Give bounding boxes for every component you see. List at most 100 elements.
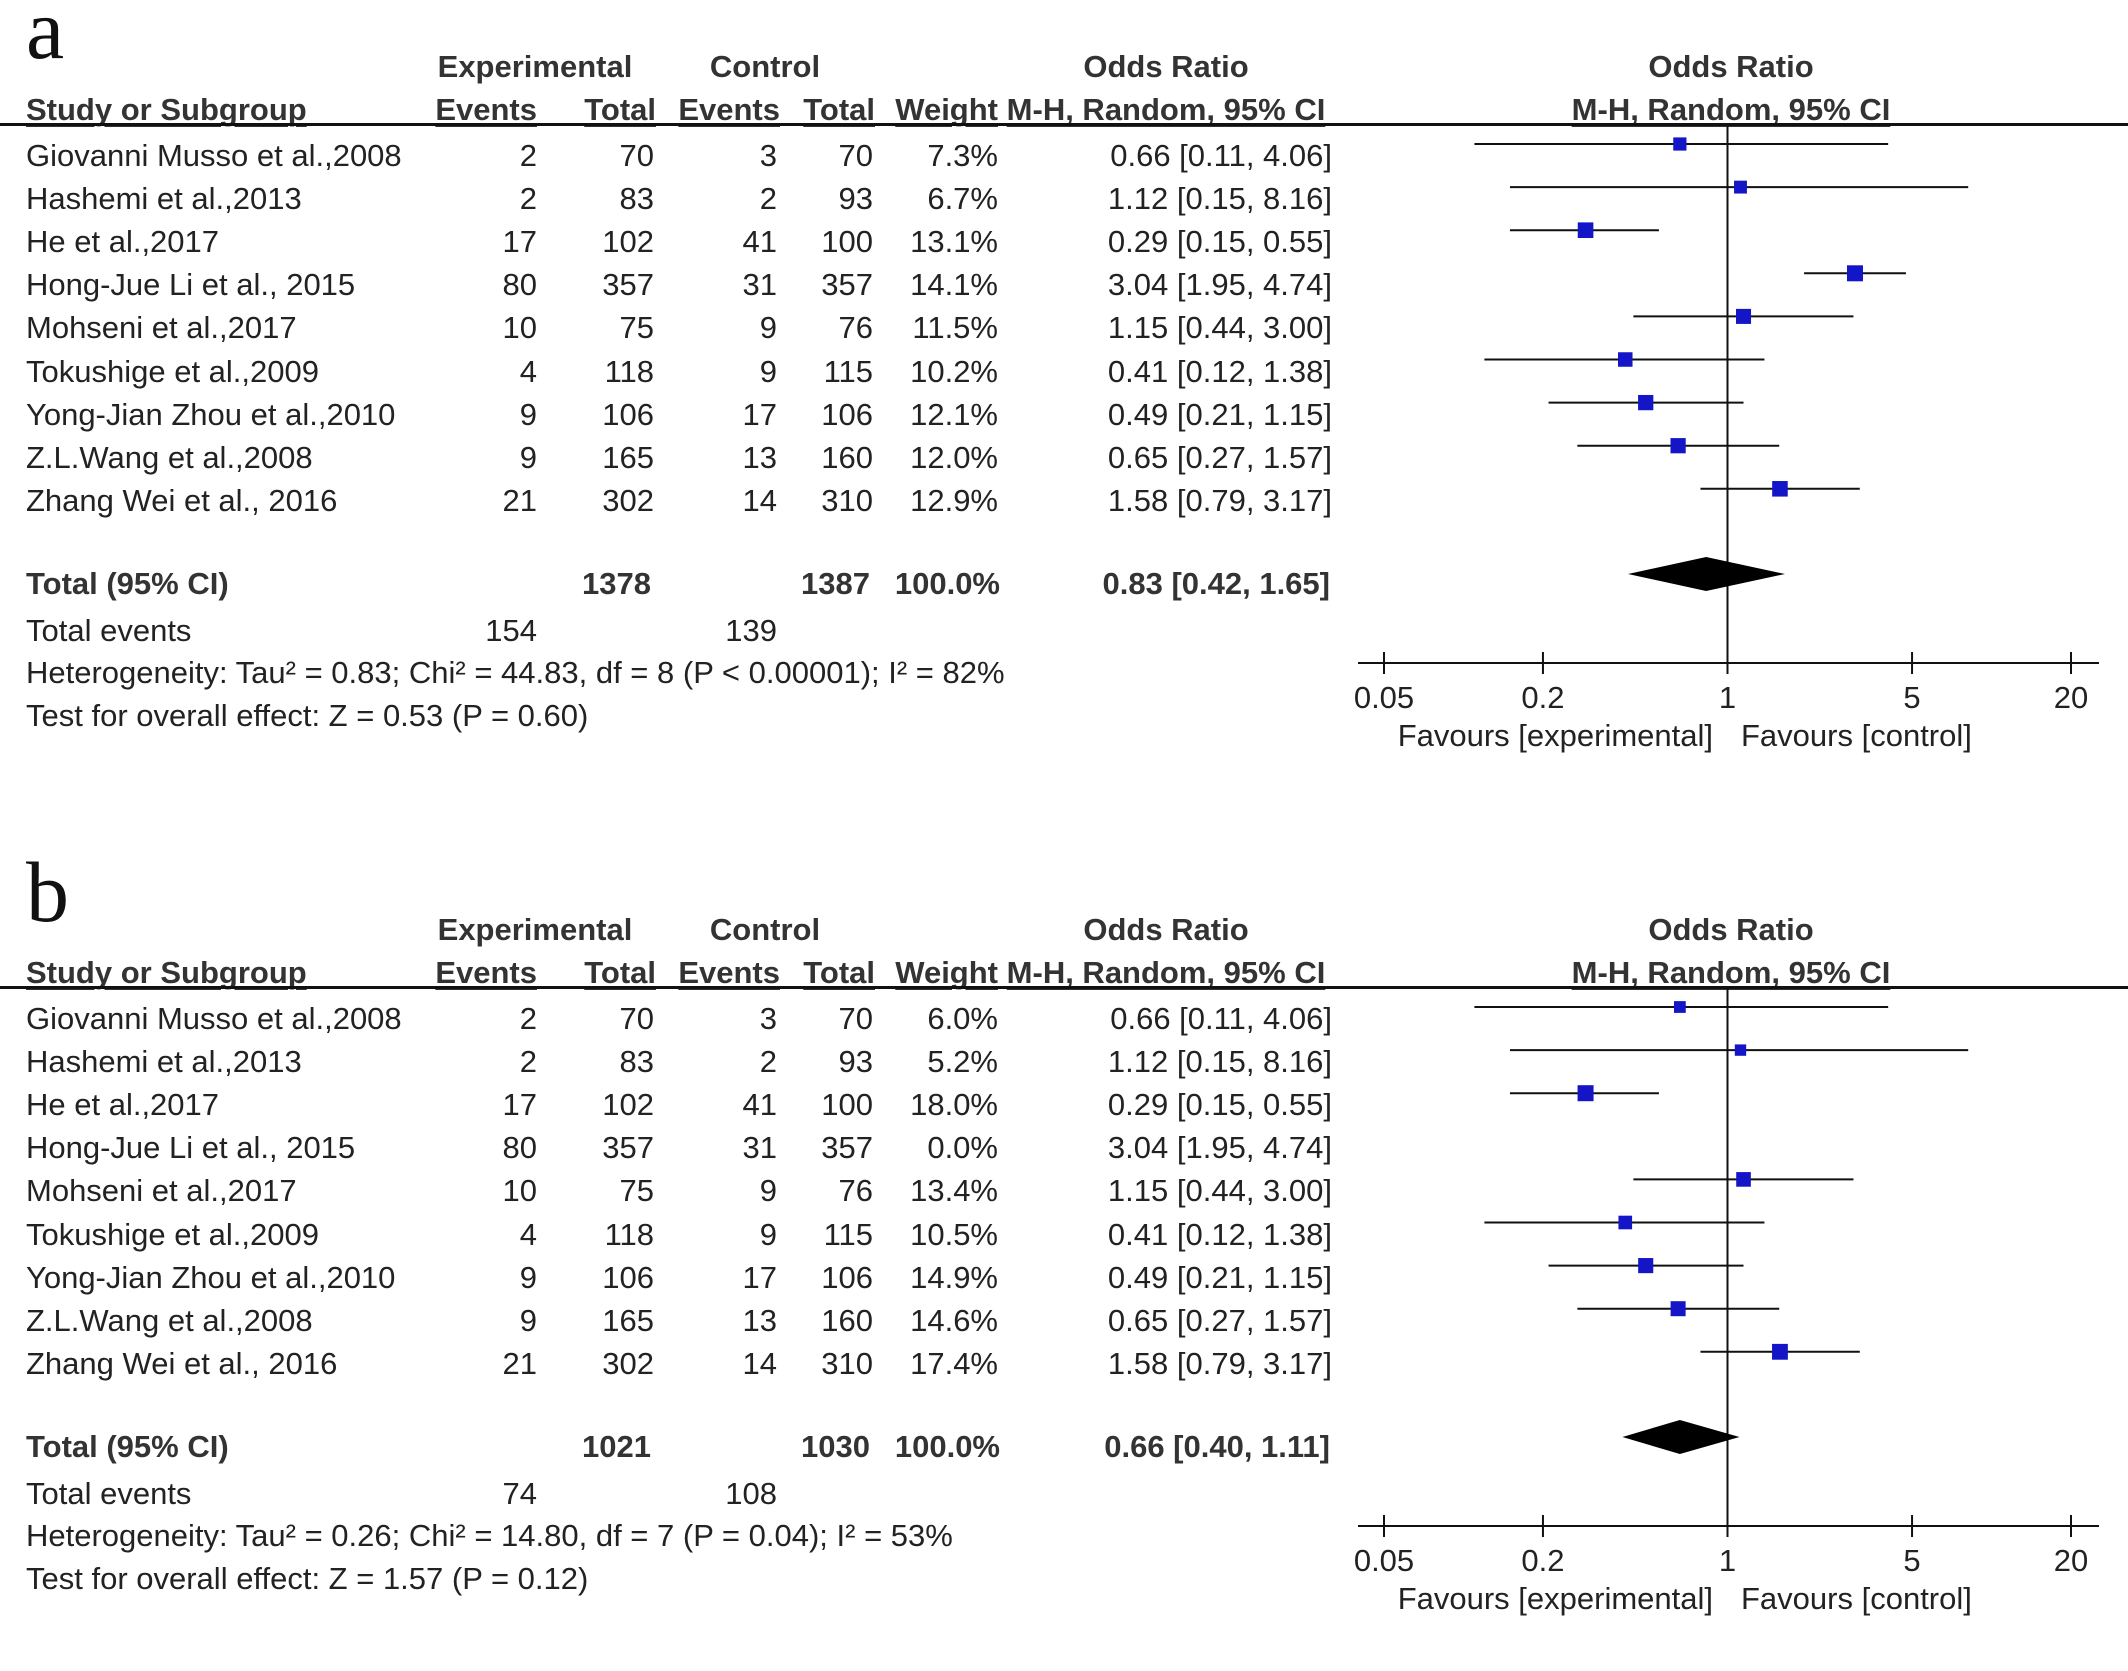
study-exp-total: 70 (619, 1001, 654, 1036)
study-ctl-total: 310 (821, 482, 873, 518)
study-ctl-total: 160 (821, 1302, 873, 1338)
header-study: Study or Subgroup (26, 92, 307, 127)
total-or-ci: 0.83 [0.42, 1.65] (1102, 566, 1331, 601)
study-marker (1670, 1301, 1686, 1317)
study-marker (1673, 137, 1687, 151)
study-ctl-events: 3 (759, 1001, 777, 1036)
total-events-ctl: 139 (725, 613, 777, 648)
study-marker (1638, 394, 1654, 411)
study-name: Yong-Jian Zhou et al.,2010 (26, 1259, 396, 1295)
study-ctl-events: 17 (742, 1259, 777, 1295)
total-weight: 100.0% (894, 1429, 1000, 1464)
study-or-ci: 0.66 [0.11, 4.06] (1110, 138, 1332, 173)
pooled-diamond (1622, 1420, 1740, 1454)
header-ctl-events: Events (678, 92, 780, 127)
study-weight: 18.0% (910, 1087, 998, 1123)
study-exp-events: 9 (519, 439, 537, 475)
study-marker (1734, 180, 1747, 194)
study-weight: 12.1% (910, 396, 998, 432)
study-exp-events: 2 (519, 1001, 537, 1036)
study-or-ci: 0.65 [0.27, 1.57] (1107, 439, 1332, 475)
study-exp-total: 83 (619, 1044, 654, 1080)
study-name: Tokushige et al.,2009 (26, 353, 319, 389)
study-ctl-total: 106 (821, 1259, 873, 1295)
overall-effect-text: Test for overall effect: Z = 0.53 (P = 0… (26, 698, 589, 733)
forest-plot-svg: 0.05 0.2 1 5 20 Favours [experimental] Favours… (1354, 987, 2099, 1616)
header-or-method: M-H, Random, 95% CI (1006, 92, 1326, 127)
study-ctl-events: 14 (742, 1345, 777, 1381)
study-ctl-events: 13 (742, 1302, 777, 1338)
study-marker (1772, 1343, 1788, 1360)
study-name: Hong-Jue Li et al., 2015 (26, 1130, 356, 1166)
study-ctl-events: 31 (742, 267, 777, 303)
study-name: He et al.,2017 (26, 224, 220, 260)
study-ctl-events: 2 (759, 1044, 777, 1080)
study-name: Hashemi et al.,2013 (26, 1044, 302, 1080)
study-ctl-total: 357 (821, 267, 873, 303)
study-or-ci: 1.12 [0.15, 8.16] (1107, 1044, 1332, 1080)
header-experimental: Experimental (437, 49, 633, 84)
study-ctl-total: 100 (821, 224, 873, 260)
favours-left-label: Favours [experimental] (1398, 718, 1713, 753)
study-ctl-total: 93 (838, 181, 873, 217)
header-or-method: M-H, Random, 95% CI (1006, 955, 1326, 990)
header-odds-ratio: Odds Ratio (1083, 912, 1249, 947)
study-ctl-events: 2 (759, 181, 777, 217)
study-weight: 7.3% (927, 138, 998, 173)
study-exp-events: 9 (519, 1259, 537, 1295)
header-plot-odds-ratio: Odds Ratio (1648, 912, 1814, 947)
study-exp-total: 75 (619, 310, 654, 346)
header-odds-ratio: Odds Ratio (1083, 49, 1249, 84)
study-weight: 11.5% (912, 310, 998, 346)
total-weight: 100.0% (894, 566, 1000, 601)
study-exp-events: 80 (502, 267, 537, 303)
x-tick-label: 20 (2054, 1543, 2088, 1578)
study-marker (1577, 222, 1594, 239)
total-exp-total: 1021 (582, 1429, 651, 1464)
x-tick-label: 5 (1903, 1543, 1920, 1578)
study-weight: 10.2% (910, 353, 998, 389)
study-or-ci: 0.41 [0.12, 1.38] (1107, 1216, 1332, 1252)
heterogeneity-text: Heterogeneity: Tau² = 0.83; Chi² = 44.83… (26, 655, 1005, 690)
study-marker (1577, 1085, 1594, 1102)
study-ctl-events: 14 (742, 482, 777, 518)
study-exp-events: 2 (519, 181, 537, 217)
study-ctl-total: 160 (821, 439, 873, 475)
x-tick-label: 0.2 (1521, 680, 1564, 715)
study-ctl-events: 9 (759, 1173, 777, 1209)
study-weight: 6.7% (927, 181, 998, 217)
study-weight: 14.1% (910, 267, 998, 303)
study-exp-events: 4 (519, 1216, 537, 1252)
header-ctl-total: Total (803, 955, 875, 990)
study-or-ci: 3.04 [1.95, 4.74] (1107, 1130, 1332, 1166)
x-tick-label: 0.05 (1354, 680, 1414, 715)
study-name: Mohseni et al.,2017 (26, 1173, 297, 1209)
header-plot-method: M-H, Random, 95% CI (1571, 955, 1891, 990)
header-plot-method: M-H, Random, 95% CI (1571, 92, 1891, 127)
study-marker (1618, 352, 1633, 367)
study-marker (1734, 1044, 1747, 1056)
total-label: Total (95% CI) (26, 566, 229, 601)
study-name: Z.L.Wang et al.,2008 (26, 1302, 313, 1338)
study-marker (1618, 1215, 1633, 1230)
study-name: Tokushige et al.,2009 (26, 1216, 319, 1252)
study-exp-events: 17 (502, 1087, 537, 1123)
study-or-ci: 0.49 [0.21, 1.15] (1107, 396, 1332, 432)
study-marker (1638, 1258, 1654, 1274)
study-or-ci: 0.49 [0.21, 1.15] (1107, 1259, 1332, 1295)
study-exp-total: 102 (602, 1087, 654, 1123)
study-ctl-events: 3 (759, 138, 777, 173)
header-plot-odds-ratio: Odds Ratio (1648, 49, 1814, 84)
panel-letter: a (26, 0, 65, 77)
favours-right-label: Favours [control] (1741, 718, 1972, 753)
study-exp-events: 17 (502, 224, 537, 260)
study-ctl-total: 115 (823, 353, 873, 389)
study-weight: 17.4% (910, 1345, 998, 1381)
panel-letter: b (26, 844, 69, 940)
header-control: Control (709, 49, 821, 84)
study-weight: 13.4% (910, 1173, 998, 1209)
total-or-ci: 0.66 [0.40, 1.11] (1104, 1429, 1330, 1464)
header-weight: Weight (895, 955, 998, 990)
header-weight: Weight (895, 92, 998, 127)
study-name: Yong-Jian Zhou et al.,2010 (26, 396, 396, 432)
